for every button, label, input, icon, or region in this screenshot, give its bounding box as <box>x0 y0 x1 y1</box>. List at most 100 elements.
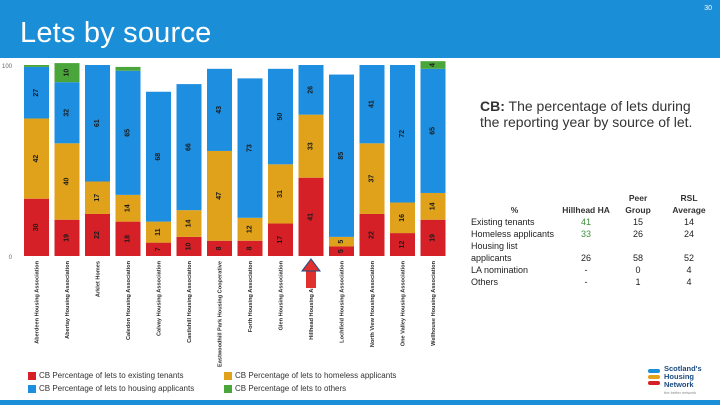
logo-bar-orange <box>648 375 660 379</box>
data-label: 22 <box>94 231 101 239</box>
cell-hillhead: - <box>584 265 588 275</box>
cell-hillhead: 41 <box>581 217 592 227</box>
bar-segment <box>268 68 293 165</box>
data-label: 41 <box>308 213 315 221</box>
data-label: 65 <box>125 129 132 137</box>
bar-segment <box>359 143 385 214</box>
bar-segment <box>115 221 141 256</box>
row-label: Homeless applicants <box>471 229 555 239</box>
table-row: Existing tenants 41 15 14 <box>471 216 716 228</box>
bar-segment <box>207 68 232 151</box>
bar-segment <box>54 82 80 144</box>
header-rsl: RSL Average <box>672 193 706 215</box>
data-label: 8 <box>216 246 223 250</box>
cell-peer <box>614 240 662 252</box>
row-label: applicants <box>471 253 512 263</box>
logo-line-3: Network <box>664 380 694 389</box>
bar-segment <box>207 240 232 256</box>
legend-item-homeless: CB Percentage of lets to homeless applic… <box>224 371 396 380</box>
legend-label: CB Percentage of lets to existing tenant… <box>39 371 184 380</box>
bar-segment <box>24 65 49 67</box>
data-label: 66 <box>186 143 193 151</box>
data-label: 12 <box>399 241 406 249</box>
cell-rsl: 52 <box>684 253 695 263</box>
cell-hillhead <box>558 240 614 252</box>
row-label: Housing list <box>471 241 518 251</box>
bar-segment <box>390 233 415 256</box>
y-tick-label: 0 <box>9 255 13 261</box>
row-label: Existing tenants <box>471 217 535 227</box>
data-label: 12 <box>247 225 254 233</box>
data-label: 30 <box>33 223 40 231</box>
x-tick-label: Castlehill Housing Association <box>187 260 193 342</box>
description-label: CB: <box>480 98 505 114</box>
bar-segment <box>24 198 49 256</box>
data-label: 14 <box>186 220 193 228</box>
bar-segment <box>207 150 232 241</box>
bar-segment <box>268 164 293 224</box>
bar-segment <box>268 223 293 256</box>
cell-peer: 58 <box>633 253 644 263</box>
x-tick-label: Lochfield Housing Association <box>340 260 346 342</box>
data-label: 68 <box>155 153 162 161</box>
data-label: 26 <box>308 86 315 94</box>
highlight-arrow-shaft <box>306 270 316 288</box>
x-tick-label: Hillhead Housing Association <box>309 260 315 339</box>
slide-number: 30 <box>704 5 712 12</box>
x-tick-label: Caledon Housing Association <box>126 260 132 340</box>
bar-segment <box>176 84 202 211</box>
cell-peer: 0 <box>635 265 641 275</box>
logo-line-1: Scotland's <box>664 364 702 373</box>
cell-rsl: 4 <box>686 277 692 287</box>
data-label: 47 <box>216 192 223 200</box>
bar-segment <box>85 65 110 182</box>
data-label: 40 <box>64 178 71 186</box>
bar-segment <box>329 74 354 237</box>
logo-text: Scotland's Housing Network <box>664 365 702 389</box>
cell-hillhead: - <box>584 277 588 287</box>
x-tick-label: North View Housing Association <box>370 260 376 347</box>
cell-rsl <box>662 240 716 252</box>
highlight-arrow-head <box>301 258 321 272</box>
legend-item-others: CB Percentage of lets to others <box>224 384 346 393</box>
comparison-table: % Hillhead HA Peer Group RSL Average Exi… <box>471 192 716 288</box>
data-label: 11 <box>155 228 162 236</box>
table-row: LA nomination - 0 4 <box>471 264 716 276</box>
data-label: 8 <box>247 246 254 250</box>
header-label: % <box>510 205 519 215</box>
table-header-row: % Hillhead HA Peer Group RSL Average <box>471 192 716 216</box>
cell-rsl: 14 <box>684 217 695 227</box>
table-row: applicants 26 58 52 <box>471 252 716 264</box>
x-tick-label: Abertay Housing Association <box>65 260 71 338</box>
bar-segment <box>298 65 324 115</box>
x-tick-label: Wellhouse Housing Association <box>431 260 437 345</box>
x-tick-label: Arklet Homes <box>96 261 102 297</box>
legend-label: CB Percentage of lets to others <box>235 384 347 393</box>
data-label: 4 <box>430 63 437 67</box>
logo-bar-red <box>648 381 660 385</box>
data-label: 73 <box>247 144 254 152</box>
legend-label: CB Percentage of lets to housing applica… <box>39 384 195 393</box>
bar-segment <box>298 177 324 256</box>
data-label: 17 <box>277 236 284 244</box>
legend-swatch <box>28 384 36 393</box>
data-label: 37 <box>369 175 376 183</box>
data-label: 5 <box>338 249 345 253</box>
logo-tagline: the better network <box>664 390 697 395</box>
data-label: 10 <box>64 69 71 77</box>
data-label: 43 <box>216 106 223 114</box>
data-label: 50 <box>277 113 284 121</box>
data-label: 14 <box>125 204 132 212</box>
bar-segment <box>237 217 263 241</box>
table-row: Others - 1 4 <box>471 276 716 288</box>
x-tick-label: Eastwoodhill Park Housing Cooperative <box>218 261 224 367</box>
chart-description: CB: The percentage of lets during the re… <box>480 98 710 130</box>
scotlands-housing-network-logo: Scotland's Housing Network the better ne… <box>648 365 718 403</box>
logo-line-2: Housing <box>664 372 694 381</box>
bar-segment <box>176 210 202 237</box>
data-label: 19 <box>430 234 437 242</box>
bar-segment <box>420 219 446 256</box>
bar-segment <box>329 236 354 247</box>
row-label: LA nomination <box>471 265 529 275</box>
bar-segment <box>420 192 446 220</box>
